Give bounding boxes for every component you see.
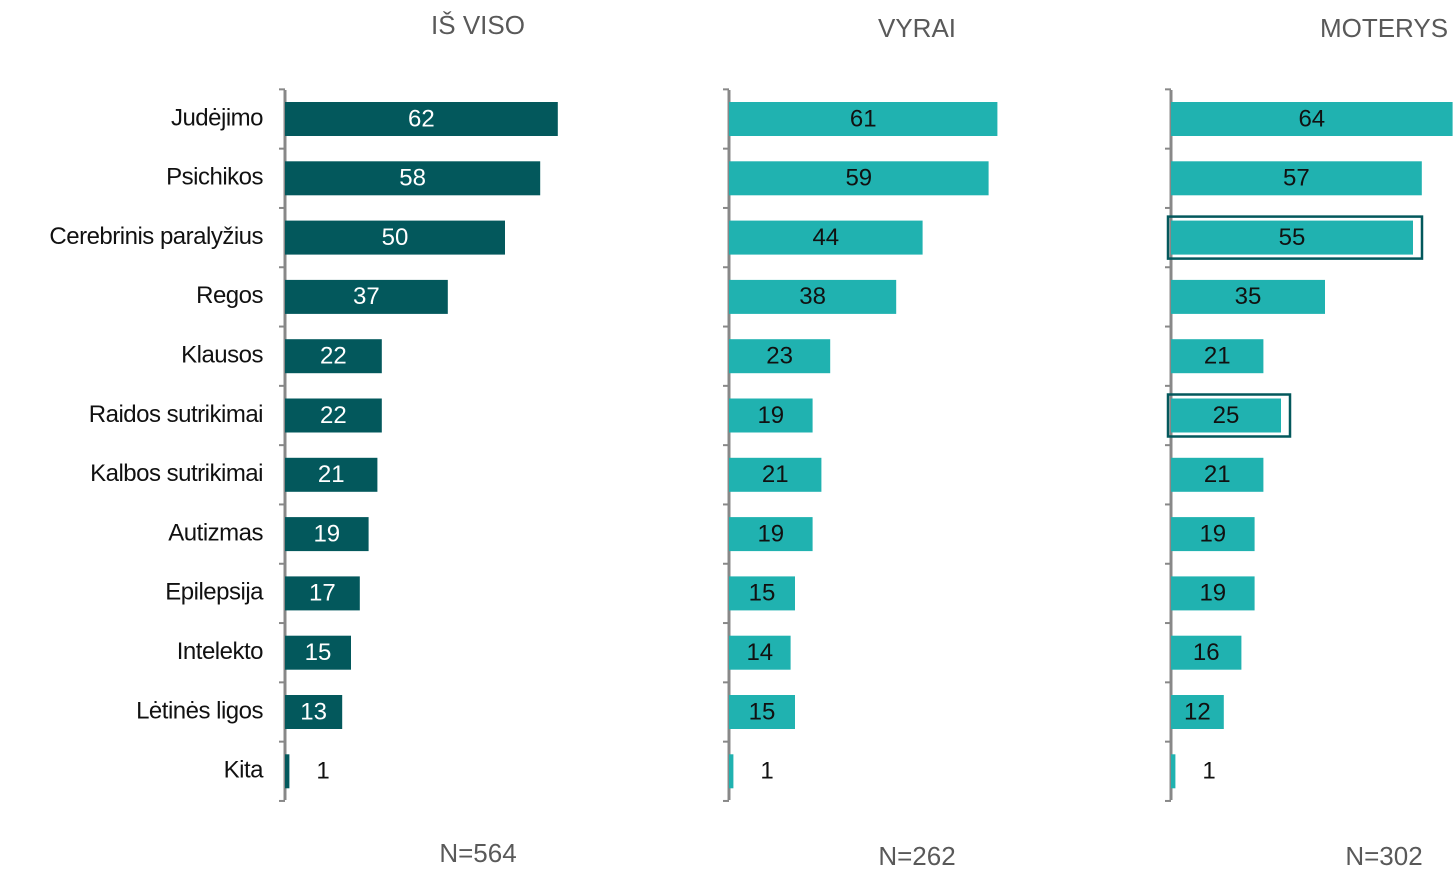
category-label: Lėtinės ligos [136,697,263,724]
bar [729,102,998,136]
category-label: Klausos [181,342,263,369]
bar [1171,517,1255,552]
bar [1171,635,1242,670]
data-label: 64 [1298,105,1325,132]
category-label: Autizmas [168,519,263,546]
sample-size: N=302 [1345,841,1422,870]
data-label: 55 [1279,224,1306,251]
data-label: 59 [845,165,872,192]
bar [729,161,989,196]
data-label: 17 [309,580,336,607]
bar [1171,279,1325,314]
bar [285,161,541,196]
bar [729,695,795,729]
category-label: Kalbos sutrikimai [90,460,263,487]
category-label: Judėjimo [171,104,263,131]
data-label: 22 [320,343,347,370]
category-label: Psichikos [166,164,263,191]
bar [1171,102,1453,136]
data-label: 23 [766,343,793,370]
bar [285,279,448,314]
bar [729,517,813,552]
bar [285,102,558,136]
bar [1171,457,1264,492]
data-label: 61 [850,105,877,132]
data-label: 12 [1184,698,1211,725]
category-label: Intelekto [177,638,263,665]
bar [285,695,343,729]
bar [285,576,360,611]
data-label: 57 [1283,165,1310,192]
data-label: 1 [1202,758,1215,785]
bar [285,754,290,789]
highlight-box [1166,393,1292,438]
data-label: 1 [760,758,773,785]
data-label: 19 [757,402,784,429]
category-label: Raidos sutrikimai [89,401,263,428]
panel-title: IŠ VISO [431,10,525,40]
data-label: 22 [320,402,347,429]
bar [285,635,351,670]
bar [729,398,813,433]
data-label: 25 [1213,402,1240,429]
bar [729,220,923,255]
data-label: 21 [1204,343,1231,370]
data-label: 19 [757,520,784,547]
bar [285,398,382,433]
bar [285,220,505,255]
category-label: Epilepsija [165,579,264,606]
data-label: 13 [300,698,327,725]
bar [1171,220,1413,255]
bar [285,457,378,492]
data-label: 50 [382,224,409,251]
panel-title: VYRAI [878,13,956,43]
highlight-box [1166,215,1424,260]
data-label: 21 [1204,461,1231,488]
category-label: Kita [224,757,265,784]
data-label: 35 [1235,283,1262,310]
data-label: 16 [1193,639,1220,666]
data-label: 19 [313,520,340,547]
bar [729,339,831,374]
bar [1171,161,1422,196]
data-label: 58 [399,165,426,192]
data-label: 62 [408,105,435,132]
category-label: Cerebrinis paralyžius [49,223,263,250]
data-label: 14 [746,639,773,666]
bar [729,279,897,314]
bar [729,457,822,492]
data-label: 15 [749,580,776,607]
data-label: 19 [1199,580,1226,607]
sample-size: N=262 [878,841,955,870]
bar [285,517,369,552]
bar [729,635,791,670]
data-label: 38 [799,283,826,310]
data-label: 44 [812,224,839,251]
bar [729,576,795,611]
bar [1171,695,1224,729]
data-label: 37 [353,283,380,310]
bar [285,339,382,374]
bar [729,754,734,789]
bar [1171,398,1281,433]
bar [1171,576,1255,611]
data-label: 15 [749,698,776,725]
bar [1171,754,1176,789]
panel-title: MOTERYS [1320,13,1448,43]
data-label: 21 [762,461,789,488]
sample-size: N=564 [439,838,516,868]
data-label: 21 [318,461,345,488]
category-label: Regos [196,282,263,309]
data-label: 19 [1199,520,1226,547]
data-label: 15 [305,639,332,666]
bar [1171,339,1264,374]
data-label: 1 [316,758,329,785]
